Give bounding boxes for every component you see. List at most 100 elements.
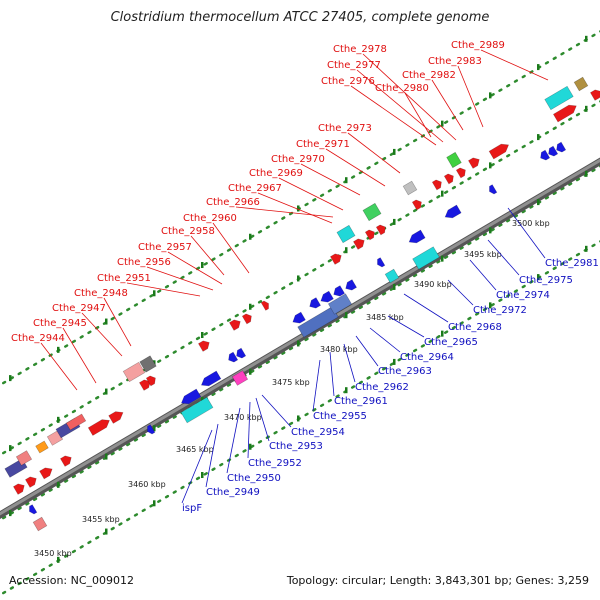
- tick-mark: [249, 303, 252, 310]
- tick-mark: [537, 134, 540, 141]
- tick-mark: [345, 312, 348, 319]
- reverse-gene: [309, 297, 322, 309]
- reverse-gene: [540, 149, 551, 161]
- gene-label: Cthe_2975: [519, 275, 573, 286]
- gene-label: ispF: [182, 503, 202, 514]
- forward-gene: [552, 104, 577, 123]
- callout-line: [312, 359, 321, 412]
- reverse-gene: [548, 145, 559, 157]
- gene-block: [544, 85, 574, 111]
- label-callouts: Cthe_2944 Cthe_2945 Cthe_2947 Cthe_2948 Cthe…: [11, 40, 599, 514]
- forward-gene: [24, 476, 37, 488]
- callout-line: [257, 192, 333, 224]
- reverse-gene: [29, 504, 38, 515]
- gene-label: Cthe_2981: [545, 258, 599, 269]
- callout-line: [369, 327, 401, 353]
- reverse-gene: [345, 279, 358, 291]
- forward-gene: [59, 455, 72, 467]
- callout-line: [350, 85, 437, 146]
- tick-mark: [9, 445, 12, 452]
- scale-label: 3455 kbp: [82, 515, 120, 524]
- reverse-gene: [556, 141, 567, 153]
- gene-label: Cthe_2955: [313, 411, 367, 422]
- callout-line: [226, 407, 241, 474]
- tick-mark: [585, 245, 588, 252]
- guide-line: [0, 240, 600, 597]
- forward-gene: [87, 419, 110, 436]
- tick-mark: [537, 274, 540, 281]
- guide-line: [0, 100, 600, 457]
- callout-line: [205, 423, 219, 488]
- dotted-guide-lines: [0, 30, 600, 597]
- tick-mark: [105, 453, 108, 460]
- reverse-gene: [147, 424, 156, 435]
- tick-mark: [345, 387, 348, 394]
- tick-mark: [57, 416, 60, 423]
- reverse-gene: [292, 311, 306, 324]
- tick-mark: [585, 105, 588, 112]
- gene-label: Cthe_2945: [33, 318, 87, 329]
- tick-mark: [489, 92, 492, 99]
- gene-block: [402, 180, 418, 196]
- tick-mark: [393, 148, 396, 155]
- genome-backbone: [0, 157, 600, 520]
- guide-line: [0, 165, 600, 522]
- gene-label: Cthe_2949: [206, 487, 260, 498]
- callout-line: [362, 53, 457, 141]
- tick-mark: [249, 443, 252, 450]
- forward-gene: [455, 167, 466, 179]
- forward-gene: [589, 89, 600, 101]
- tick-mark: [249, 233, 252, 240]
- gene-features: [4, 76, 600, 532]
- gene-label: Cthe_2982: [402, 70, 456, 81]
- gene-label: Cthe_2972: [473, 305, 527, 316]
- tick-mark: [537, 64, 540, 71]
- tick-mark: [153, 500, 156, 507]
- forward-gene: [241, 313, 252, 325]
- callout-line: [181, 429, 213, 504]
- tick-mark: [105, 388, 108, 395]
- callout-line: [62, 327, 97, 384]
- callout-line: [300, 163, 361, 196]
- gene-label: Cthe_2950: [227, 473, 281, 484]
- tick-mark: [57, 481, 60, 488]
- forward-gene: [375, 224, 386, 236]
- tick-mark: [9, 510, 12, 517]
- gene-label: Cthe_2976: [321, 76, 375, 87]
- callout-line: [356, 69, 444, 143]
- tick-mark: [585, 170, 588, 177]
- gene-block: [384, 268, 400, 284]
- forward-gene: [431, 179, 442, 191]
- scale-label: 3475 kbp: [272, 378, 310, 387]
- tick-mark: [201, 262, 204, 269]
- gene-label: Cthe_2960: [183, 213, 237, 224]
- reverse-gene: [489, 184, 498, 195]
- gene-label: Cthe_2970: [271, 154, 325, 165]
- callout-line: [447, 279, 474, 306]
- gene-block: [336, 224, 356, 244]
- backbone-line: [0, 158, 600, 516]
- gene-block: [35, 440, 49, 454]
- callout-line: [343, 343, 356, 383]
- reverse-gene: [228, 351, 239, 363]
- guide-line: [0, 30, 600, 387]
- gene-label: Cthe_2944: [11, 333, 65, 344]
- tick-mark: [393, 218, 396, 225]
- scale-label: 3480 kbp: [320, 345, 358, 354]
- callout-line: [146, 266, 214, 291]
- callout-line: [261, 394, 292, 428]
- gene-label: Cthe_2971: [296, 139, 350, 150]
- forward-gene: [260, 300, 269, 311]
- scale-label: 3485 kbp: [366, 313, 404, 322]
- tick-mark: [441, 190, 444, 197]
- tick-mark: [105, 318, 108, 325]
- gene-label: Cthe_2983: [428, 56, 482, 67]
- gene-label: Cthe_2953: [269, 441, 323, 452]
- reverse-gene: [236, 347, 247, 359]
- reverse-gene: [200, 370, 222, 387]
- callout-line: [329, 351, 335, 397]
- callout-line: [480, 49, 549, 81]
- callout-line: [507, 207, 546, 259]
- forward-gene: [411, 199, 422, 211]
- callout-line: [487, 239, 520, 276]
